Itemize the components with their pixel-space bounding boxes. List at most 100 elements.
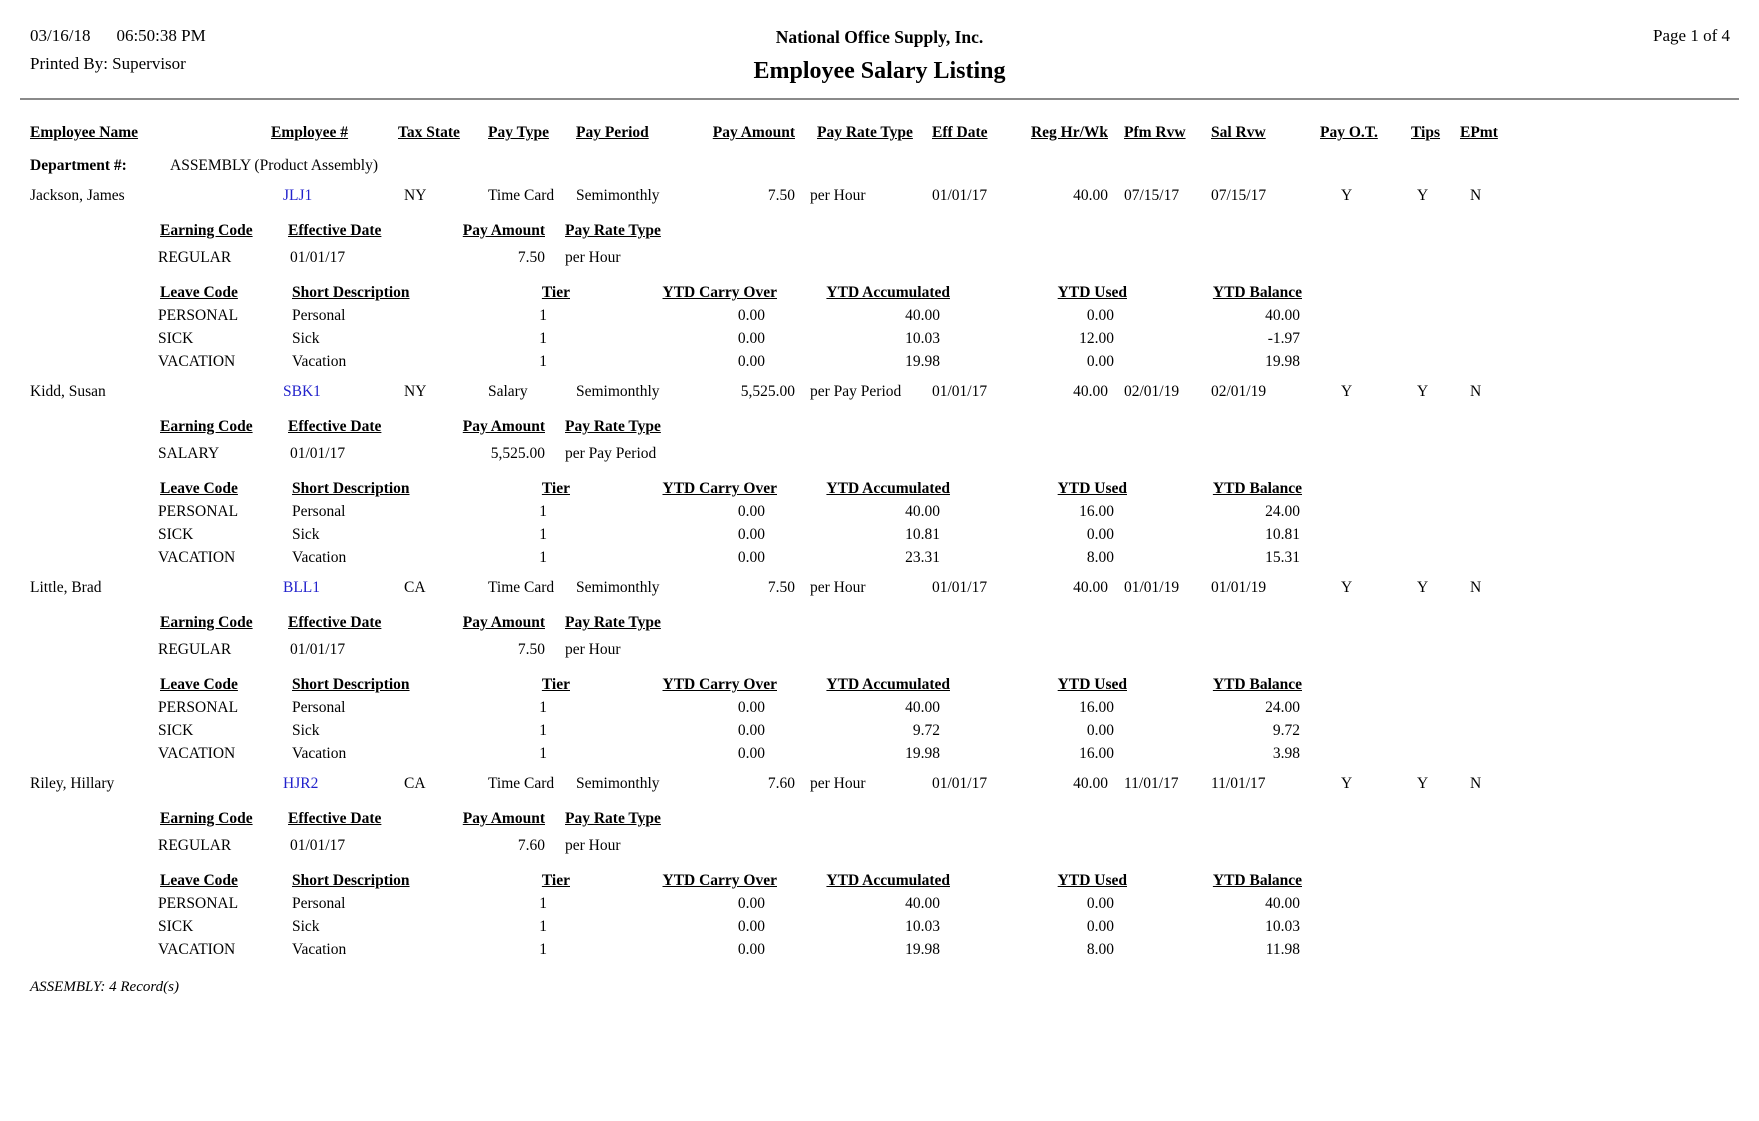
earning-pay-rate-type: per Hour bbox=[565, 837, 621, 854]
col-tier: Tier bbox=[541, 480, 570, 497]
department-summary: ASSEMBLY: 4 Record(s) bbox=[30, 979, 179, 995]
leave-ytd-carry-over: 0.00 bbox=[737, 699, 765, 716]
employee-pay-rate-type: per Hour bbox=[810, 775, 866, 792]
col-ytd-balance: YTD Balance bbox=[1212, 872, 1302, 889]
leave-row: PERSONAL Personal 1 0.00 40.00 0.00 40.0… bbox=[0, 894, 1759, 917]
col-ytd-carry-over: YTD Carry Over bbox=[662, 872, 778, 889]
employee-tips: Y bbox=[1417, 775, 1429, 792]
leave-ytd-used: 8.00 bbox=[1086, 941, 1114, 958]
col-earning-pay-rate-type: Pay Rate Type bbox=[565, 810, 661, 827]
leave-description: Sick bbox=[292, 330, 320, 347]
leave-ytd-balance: 40.00 bbox=[1265, 895, 1300, 912]
col-ytd-used: YTD Used bbox=[1057, 676, 1127, 693]
leave-code: PERSONAL bbox=[158, 307, 239, 324]
col-ytd-used: YTD Used bbox=[1057, 872, 1127, 889]
leave-code: PERSONAL bbox=[158, 699, 239, 716]
earning-column-headers: Earning Code Effective Date Pay Amount P… bbox=[0, 808, 1759, 835]
leave-row: SICK Sick 1 0.00 9.72 0.00 9.72 bbox=[0, 721, 1759, 744]
col-pay-rate-type: Pay Rate Type bbox=[817, 124, 913, 141]
col-leave-code: Leave Code bbox=[160, 676, 238, 693]
leave-code: SICK bbox=[158, 722, 194, 739]
col-ytd-balance: YTD Balance bbox=[1212, 676, 1302, 693]
col-earning-effective-date: Effective Date bbox=[288, 810, 382, 827]
col-earning-pay-rate-type: Pay Rate Type bbox=[565, 614, 661, 631]
col-earning-code: Earning Code bbox=[160, 418, 253, 435]
leave-ytd-balance: 15.31 bbox=[1265, 549, 1300, 566]
leave-ytd-balance: 3.98 bbox=[1272, 745, 1300, 762]
col-ytd-accumulated: YTD Accumulated bbox=[826, 676, 950, 693]
leave-rows: PERSONAL Personal 1 0.00 40.00 16.00 24.… bbox=[0, 502, 1759, 571]
leave-tier: 1 bbox=[539, 722, 547, 739]
leave-row: PERSONAL Personal 1 0.00 40.00 0.00 40.0… bbox=[0, 306, 1759, 329]
leave-description: Personal bbox=[292, 503, 346, 520]
employee-epmt: N bbox=[1470, 383, 1482, 400]
leave-ytd-balance: -1.97 bbox=[1267, 330, 1300, 347]
employee-pay-amount: 7.50 bbox=[767, 579, 795, 596]
employee-pay-rate-type: per Hour bbox=[810, 579, 866, 596]
leave-ytd-carry-over: 0.00 bbox=[737, 353, 765, 370]
leave-row: VACATION Vacation 1 0.00 19.98 0.00 19.9… bbox=[0, 352, 1759, 375]
employee-epmt: N bbox=[1470, 579, 1482, 596]
employee-pay-type: Time Card bbox=[488, 775, 555, 792]
leave-column-headers: Leave Code Short Description Tier YTD Ca… bbox=[0, 283, 1759, 306]
earning-pay-rate-type: per Hour bbox=[565, 641, 621, 658]
employee-number-link[interactable]: HJR2 bbox=[283, 775, 319, 792]
employee-tax-state: NY bbox=[404, 383, 427, 400]
employee-sal-rvw: 02/01/19 bbox=[1211, 383, 1267, 400]
employee-epmt: N bbox=[1470, 775, 1482, 792]
leave-column-headers: Leave Code Short Description Tier YTD Ca… bbox=[0, 479, 1759, 502]
col-tax-state: Tax State bbox=[398, 124, 460, 141]
employee-pay-period: Semimonthly bbox=[576, 187, 660, 204]
leave-ytd-accumulated: 19.98 bbox=[905, 353, 940, 370]
leave-ytd-carry-over: 0.00 bbox=[737, 330, 765, 347]
earning-effective-date: 01/01/17 bbox=[290, 641, 346, 658]
leave-ytd-accumulated: 19.98 bbox=[905, 941, 940, 958]
earning-code: REGULAR bbox=[158, 837, 232, 854]
col-earning-code: Earning Code bbox=[160, 222, 253, 239]
col-pay-type: Pay Type bbox=[488, 124, 550, 141]
employee-reg-hr-wk: 40.00 bbox=[1073, 775, 1108, 792]
employee-name: Riley, Hillary bbox=[30, 775, 115, 792]
leave-description: Sick bbox=[292, 722, 320, 739]
employee-pfm-rvw: 02/01/19 bbox=[1124, 383, 1180, 400]
leave-ytd-used: 16.00 bbox=[1079, 503, 1114, 520]
leave-tier: 1 bbox=[539, 895, 547, 912]
col-employee-number: Employee # bbox=[271, 124, 349, 141]
col-ytd-balance: YTD Balance bbox=[1212, 284, 1302, 301]
col-earning-code: Earning Code bbox=[160, 810, 253, 827]
col-short-description: Short Description bbox=[292, 480, 410, 497]
employee-number-link[interactable]: BLL1 bbox=[283, 579, 321, 596]
col-eff-date: Eff Date bbox=[932, 124, 988, 141]
leave-tier: 1 bbox=[539, 699, 547, 716]
earning-effective-date: 01/01/17 bbox=[290, 837, 346, 854]
employee-row: Kidd, Susan SBK1 NY Salary Semimonthly 5… bbox=[0, 381, 1759, 405]
employee-number-link[interactable]: SBK1 bbox=[283, 383, 321, 400]
earning-pay-amount: 7.60 bbox=[517, 837, 545, 854]
employee-pay-period: Semimonthly bbox=[576, 383, 660, 400]
earning-row: REGULAR 01/01/17 7.50 per Hour bbox=[0, 247, 1759, 271]
employee-number-link[interactable]: JLJ1 bbox=[283, 187, 313, 204]
leave-row: VACATION Vacation 1 0.00 19.98 8.00 11.9… bbox=[0, 940, 1759, 963]
col-reg-hr-wk: Reg Hr/Wk bbox=[1030, 124, 1108, 141]
leave-tier: 1 bbox=[539, 330, 547, 347]
employee-block: Little, Brad BLL1 CA Time Card Semimonth… bbox=[0, 577, 1759, 767]
employee-sal-rvw: 07/15/17 bbox=[1211, 187, 1267, 204]
print-datetime: 03/16/18 06:50:38 PM bbox=[30, 26, 206, 46]
leave-description: Personal bbox=[292, 699, 346, 716]
col-earning-effective-date: Effective Date bbox=[288, 614, 382, 631]
employee-name: Little, Brad bbox=[30, 579, 102, 596]
employee-pay-ot: Y bbox=[1341, 383, 1353, 400]
leave-rows: PERSONAL Personal 1 0.00 40.00 0.00 40.0… bbox=[0, 306, 1759, 375]
employee-name: Kidd, Susan bbox=[30, 383, 106, 400]
leave-code: VACATION bbox=[158, 353, 236, 370]
leave-row: PERSONAL Personal 1 0.00 40.00 16.00 24.… bbox=[0, 502, 1759, 525]
leave-row: SICK Sick 1 0.00 10.03 12.00 -1.97 bbox=[0, 329, 1759, 352]
employee-pay-amount: 7.50 bbox=[767, 187, 795, 204]
leave-code: VACATION bbox=[158, 745, 236, 762]
col-pfm-rvw: Pfm Rvw bbox=[1124, 124, 1186, 141]
earning-rows: REGULAR 01/01/17 7.60 per Hour bbox=[0, 835, 1759, 859]
col-earning-code: Earning Code bbox=[160, 614, 253, 631]
col-earning-pay-rate-type: Pay Rate Type bbox=[565, 222, 661, 239]
leave-ytd-accumulated: 10.03 bbox=[905, 918, 940, 935]
